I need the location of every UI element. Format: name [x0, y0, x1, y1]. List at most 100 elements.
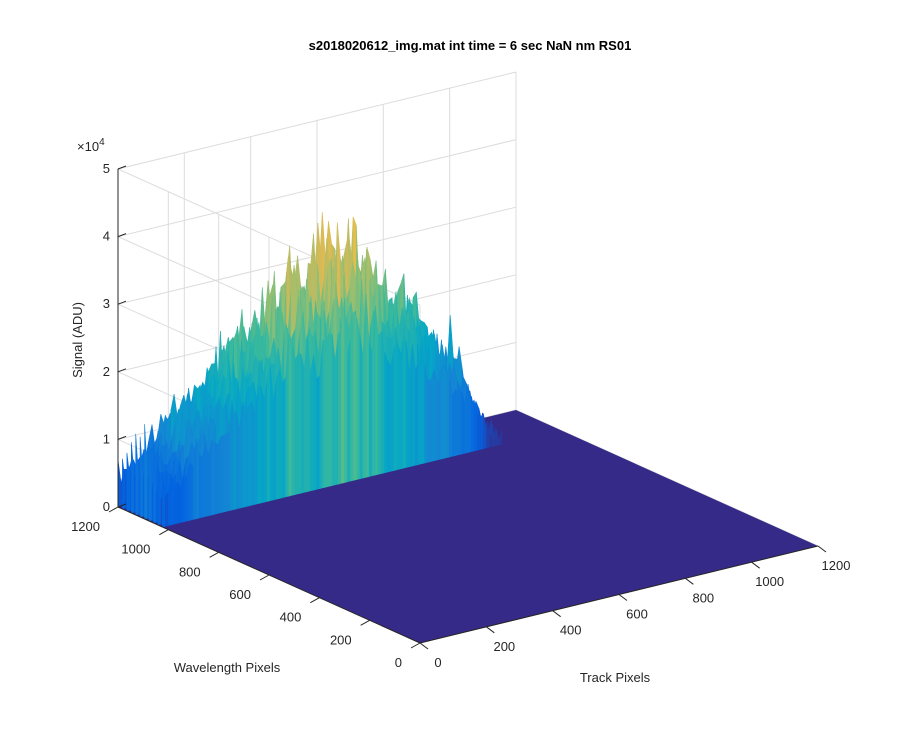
- surface-slice: [313, 354, 318, 491]
- surface-slice: [220, 434, 225, 513]
- surface-slice: [387, 359, 392, 473]
- surface-slice: [236, 412, 240, 510]
- surface-slice: [217, 436, 222, 514]
- surface-slice: [183, 475, 188, 523]
- surface-slice: [144, 424, 148, 520]
- y-tick-label: 200: [330, 632, 352, 647]
- surface-slice: [331, 334, 336, 486]
- surface-slice: [325, 333, 330, 488]
- surface-slice: [139, 436, 144, 518]
- surface-slice: [479, 413, 484, 450]
- surface-slice: [263, 378, 268, 503]
- surface-slice: [356, 317, 361, 480]
- x-tick: [817, 545, 827, 553]
- surface-slice: [347, 337, 351, 483]
- surface-slice: [300, 353, 305, 494]
- y-tick-label: 400: [280, 610, 302, 625]
- z-tick: [117, 368, 127, 373]
- surface-slice: [381, 331, 385, 474]
- surface-slice: [476, 413, 481, 451]
- surface-slice: [233, 411, 237, 510]
- x-tick: [751, 561, 760, 569]
- surface-slice: [442, 367, 447, 459]
- surface-slice: [350, 312, 355, 482]
- y-tick-label: 600: [229, 587, 251, 602]
- surface-slice: [322, 339, 327, 489]
- surface-slice: [214, 442, 219, 515]
- z-tick-label: 0: [103, 499, 110, 514]
- surface-slice: [245, 405, 249, 507]
- surface-slice: [378, 330, 382, 475]
- y-tick: [360, 619, 370, 626]
- z-tick-label: 5: [103, 161, 110, 176]
- z-tick-label: 3: [103, 296, 110, 311]
- surface-slice: [279, 369, 284, 499]
- surface-slice: [297, 353, 302, 495]
- surface-slice: [455, 389, 460, 456]
- surface-slice: [402, 340, 407, 469]
- z-tick: [117, 300, 127, 305]
- x-tick: [685, 577, 694, 585]
- surface-slice: [135, 433, 140, 516]
- x-tick: [552, 610, 561, 618]
- x-tick-label: 800: [692, 590, 714, 605]
- surface-slice: [439, 368, 444, 460]
- surface-slice: [122, 458, 126, 510]
- y-tick: [108, 506, 119, 513]
- surface-slice: [165, 491, 169, 527]
- z-exponent-label: ×104: [77, 137, 105, 154]
- surface-slice: [251, 401, 256, 506]
- y-tick-label: 1000: [121, 542, 150, 557]
- z-axis-label: Signal (ADU): [70, 302, 85, 378]
- x-tick-label: 0: [434, 655, 441, 670]
- surface-slice: [294, 353, 299, 495]
- surface-slice: [266, 366, 271, 502]
- z-tick-label: 4: [103, 229, 110, 244]
- surface-slice: [461, 391, 466, 455]
- surface-slice: [458, 390, 463, 456]
- y-tick: [259, 574, 270, 581]
- surface-slice: [177, 481, 182, 524]
- surface-slice: [310, 354, 314, 492]
- surface-slice: [202, 444, 206, 518]
- surface-slice: [384, 352, 389, 474]
- surface-slice: [498, 431, 503, 446]
- surface-slice: [242, 401, 246, 508]
- surface-plot: [117, 212, 818, 643]
- surface-slice: [223, 433, 228, 513]
- surface-slice: [399, 340, 404, 470]
- surface-slice: [208, 439, 212, 517]
- surface-slice: [260, 385, 265, 504]
- surface-slice: [205, 444, 209, 517]
- surface-slice: [248, 400, 253, 507]
- surface-slice: [393, 341, 398, 471]
- surface-slice: [257, 385, 262, 504]
- x-axis-label: Track Pixels: [580, 670, 651, 685]
- surface-slice: [424, 367, 429, 464]
- z-tick: [117, 233, 127, 238]
- surface-slice: [131, 442, 135, 514]
- x-tick: [486, 626, 495, 634]
- surface-slice: [433, 369, 438, 462]
- surface-slice: [229, 413, 234, 511]
- surface-slice: [396, 341, 401, 471]
- y-tick: [410, 642, 421, 649]
- surface-slice: [276, 369, 280, 500]
- surface-slice: [415, 362, 419, 466]
- chart-title: s2018020612_img.mat int time = 6 sec NaN…: [309, 38, 632, 53]
- surface-slice: [226, 430, 231, 512]
- x-tick: [419, 642, 429, 650]
- surface-slice: [374, 305, 379, 476]
- z-tick: [117, 435, 127, 440]
- x-tick-label: 400: [560, 623, 582, 638]
- z-tick: [117, 503, 127, 508]
- surface-slice: [291, 341, 296, 496]
- x-tick-label: 600: [626, 607, 648, 622]
- surface-slice: [126, 452, 131, 512]
- y-tick-label: 1200: [71, 519, 100, 534]
- z-tick-label: 1: [103, 431, 110, 446]
- surface-slice: [337, 328, 342, 485]
- surface-slice: [359, 333, 364, 480]
- surface-slice: [316, 375, 321, 490]
- z-tick-label: 2: [103, 364, 110, 379]
